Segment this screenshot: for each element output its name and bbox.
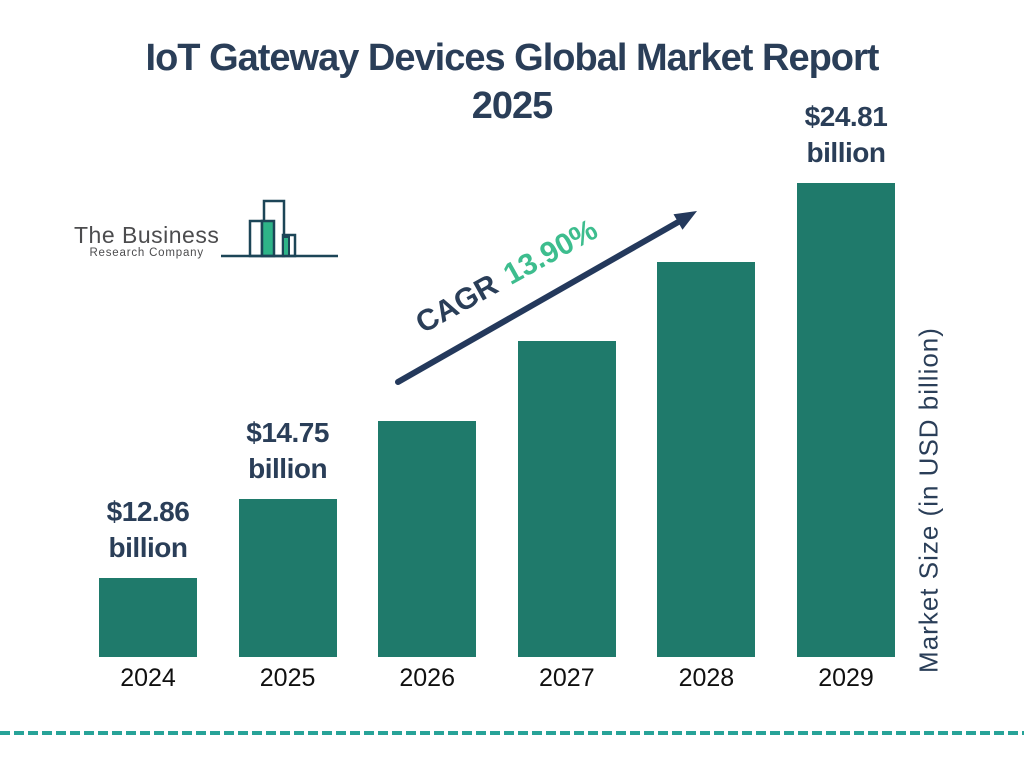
company-name: The Business	[74, 222, 220, 248]
company-logo-text: The Business Research Company	[74, 223, 219, 260]
value-label-2025: $14.75 billion	[198, 415, 378, 487]
value-label-2024: $12.86 billion	[58, 494, 238, 566]
cagr-value: 13.90%	[498, 213, 604, 292]
bar-2025	[238, 499, 337, 657]
company-subname: Research Company	[89, 247, 204, 259]
page-title-line2: 2025	[471, 85, 554, 127]
x-axis-label-2026: 2026	[399, 664, 455, 692]
value-label-amount: $24.81	[804, 101, 888, 132]
bar-2027	[517, 341, 616, 657]
x-axis-label-2029: 2029	[818, 664, 874, 692]
value-label-amount: $12.86	[106, 496, 190, 527]
company-logo: The Business Research Company	[74, 198, 339, 260]
value-label-amount: $14.75	[246, 417, 329, 448]
logo-bar-chart-icon	[221, 199, 339, 258]
bottom-dashed-divider	[0, 731, 1024, 735]
bar-2029	[797, 183, 895, 657]
cagr-label: CAGR	[410, 268, 504, 340]
x-axis-label-2028: 2028	[678, 664, 735, 692]
cagr-annotation: CAGR13.90%	[388, 199, 626, 355]
bar-2028	[657, 262, 756, 657]
bar-2024	[99, 578, 197, 657]
value-label-unit: billion	[248, 453, 328, 484]
value-label-2029: $24.81 billion	[756, 99, 936, 171]
x-axis-label-2024: 2024	[120, 664, 176, 692]
bar-2026	[378, 421, 477, 657]
y-axis-label: Market Size (in USD billion)	[913, 327, 944, 673]
value-label-unit: billion	[108, 532, 188, 563]
page-title-line1: IoT Gateway Devices Global Market Report	[145, 37, 880, 79]
page-title: IoT Gateway Devices Global Market Report…	[0, 34, 1024, 130]
value-label-unit: billion	[806, 137, 886, 168]
x-axis-label-2025: 2025	[259, 664, 316, 692]
x-axis-label-2027: 2027	[538, 664, 595, 692]
